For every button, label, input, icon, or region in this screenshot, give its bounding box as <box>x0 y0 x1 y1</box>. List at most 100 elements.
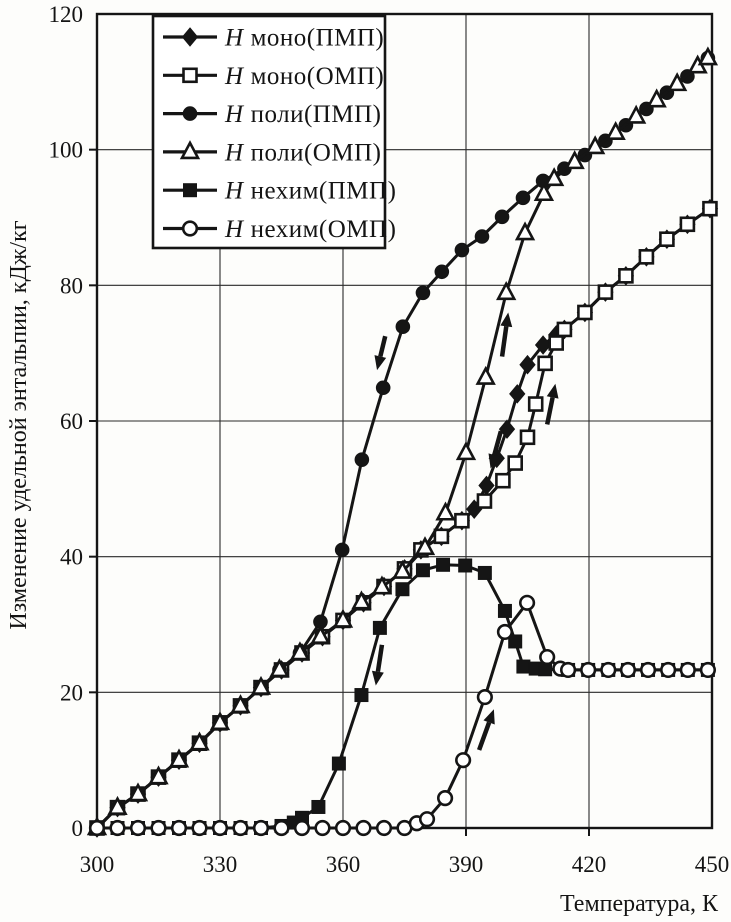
triangle-open-marker <box>514 221 536 241</box>
triangle-open-marker <box>392 559 413 579</box>
y-tick-label: 20 <box>60 680 83 705</box>
circle-open-marker <box>170 819 188 837</box>
square-filled-marker <box>354 688 369 703</box>
circle-open-marker <box>191 819 208 837</box>
circle-open-marker <box>418 811 436 828</box>
triangle-open-marker <box>107 795 128 815</box>
triangle-open-marker <box>697 46 719 66</box>
x-tick-label: 330 <box>203 852 238 877</box>
series-line <box>97 563 708 830</box>
square-open-marker <box>507 455 524 471</box>
circle-open-marker <box>273 819 290 837</box>
series-поли(ОМП) <box>86 46 719 836</box>
circle-open-marker <box>129 819 147 837</box>
arrow-head <box>483 709 495 725</box>
circle-open-marker <box>699 661 717 679</box>
square-filled-marker <box>331 756 346 771</box>
triangle-open-marker <box>543 167 565 187</box>
direction-arrow <box>374 335 388 371</box>
arrow-layer <box>371 312 559 751</box>
circle-open-marker <box>211 819 229 837</box>
x-tick-label: 420 <box>572 852 607 877</box>
y-tick-label: 0 <box>72 816 84 841</box>
circle-open-marker <box>293 819 311 837</box>
x-tick-label: 300 <box>80 852 115 877</box>
circle-open-marker <box>660 661 677 679</box>
direction-arrow <box>488 430 504 469</box>
arrow-shaft <box>499 326 509 357</box>
square-filled-marker <box>516 659 531 674</box>
diamond-filled-marker <box>519 354 536 375</box>
circle-open-marker <box>539 648 556 666</box>
triangle-open-marker <box>250 675 272 695</box>
triangle-open-marker <box>168 748 190 768</box>
arrow-head <box>500 312 513 328</box>
square-filled-marker <box>372 620 387 635</box>
square-open-marker <box>618 268 634 284</box>
square-filled-marker <box>311 799 326 814</box>
direction-arrow <box>371 644 385 686</box>
square-filled-marker <box>508 634 523 649</box>
triangle-open-marker <box>414 536 436 556</box>
y-axis-title: Изменение удельной энтальпии, кДж/кг <box>6 220 32 629</box>
circle-filled-marker <box>415 285 431 301</box>
series-line <box>95 207 711 830</box>
series-моно(ОМП) <box>89 200 718 836</box>
triangle-open-marker <box>646 88 667 108</box>
triangle-open-marker <box>289 641 311 661</box>
circle-open-marker <box>334 819 352 837</box>
square-open-marker <box>659 231 675 248</box>
circle-open-marker <box>314 819 331 837</box>
series-layer <box>86 46 719 838</box>
circle-open-marker <box>150 819 167 837</box>
triangle-open-marker <box>564 150 585 170</box>
series-line <box>95 207 711 830</box>
square-filled-marker <box>458 558 473 573</box>
circle-open-marker <box>181 220 199 237</box>
square-open-marker <box>527 396 544 412</box>
triangle-open-marker <box>666 72 688 92</box>
x-tick-label: 360 <box>326 852 361 877</box>
axis-layer: Температура, К Изменение удельной энталь… <box>6 2 729 917</box>
series-нехим(ОМП) <box>88 594 717 837</box>
square-filled-marker <box>415 563 430 578</box>
direction-arrow <box>499 312 513 357</box>
square-filled-marker <box>477 565 492 580</box>
direction-arrow <box>544 383 559 425</box>
circle-open-marker <box>639 661 657 679</box>
circle-filled-marker <box>375 380 391 396</box>
triangle-open-marker <box>475 365 496 385</box>
arrow-shaft <box>378 335 388 358</box>
arrow-head <box>488 453 501 469</box>
square-open-marker <box>495 472 511 489</box>
circle-filled-marker <box>494 209 510 225</box>
square-filled-marker <box>395 582 410 597</box>
triangle-open-marker <box>351 590 372 610</box>
circle-open-marker <box>455 752 472 769</box>
circle-open-marker <box>476 688 493 706</box>
circle-filled-marker <box>434 264 450 280</box>
circle-open-marker <box>518 594 536 611</box>
circle-open-marker <box>436 790 454 807</box>
arrow-head <box>371 670 384 686</box>
circle-open-marker <box>109 819 126 837</box>
diamond-filled-marker <box>498 419 516 439</box>
arrow-head <box>546 383 559 399</box>
triangle-open-marker <box>127 782 149 802</box>
circle-open-marker <box>232 819 249 837</box>
circle-open-marker <box>496 623 514 641</box>
triangle-open-marker <box>605 120 626 141</box>
square-open-marker <box>679 216 696 233</box>
triangle-open-marker <box>269 658 290 678</box>
series-line <box>97 601 708 830</box>
triangle-open-marker <box>209 711 231 731</box>
triangle-open-marker <box>625 104 647 124</box>
diamond-filled-marker <box>534 335 552 355</box>
arrow-shaft <box>544 396 555 425</box>
